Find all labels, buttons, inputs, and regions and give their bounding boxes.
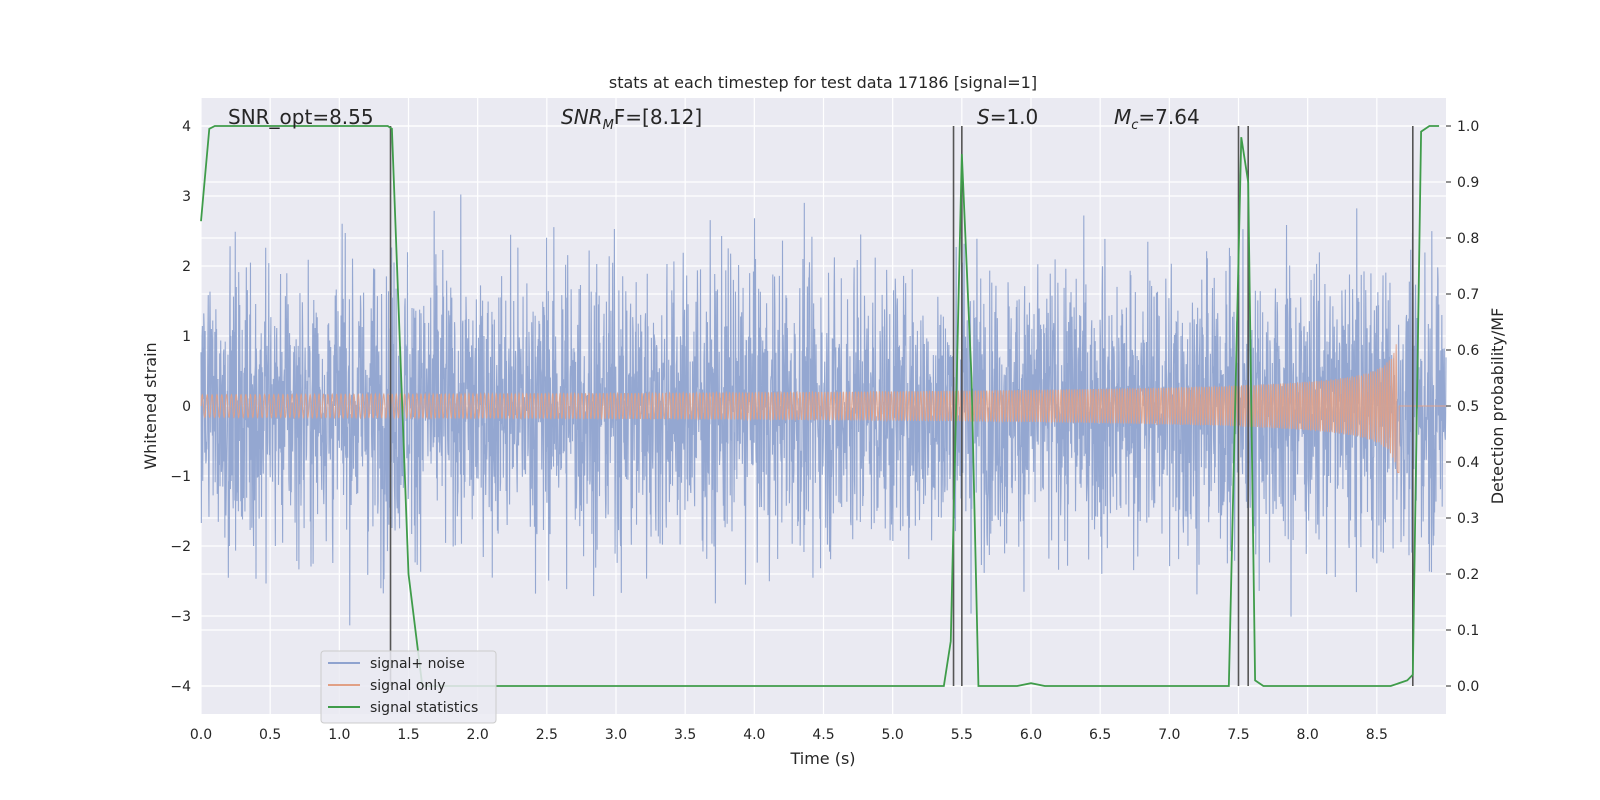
- x-tick-label: 2.5: [536, 727, 558, 743]
- annotation-snr-mf-sub: M: [603, 118, 614, 133]
- right-y-tick-label: 0.8: [1457, 231, 1479, 247]
- x-tick-label: 3.5: [674, 727, 696, 743]
- right-y-tick-label: 1.0: [1457, 119, 1479, 135]
- right-y-axis-label: Detection probability/MF: [1488, 308, 1507, 505]
- legend: signal+ noise signal only signal statist…: [320, 650, 497, 724]
- right-y-tick-labels: 0.0 0.1 0.2 0.3 0.4 0.5 0.6 0.7 0.8 0.9 1.0: [1446, 119, 1479, 695]
- legend-label-signal-only: signal only: [370, 678, 445, 694]
- legend-label-signal-noise: signal+ noise: [370, 656, 465, 672]
- y-tick-label: 2: [182, 259, 191, 275]
- right-y-tick-label: 0.5: [1457, 399, 1479, 415]
- annotation-snr-mf-rest: F=[8.12]: [614, 105, 702, 129]
- x-tick-label: 7.0: [1158, 727, 1180, 743]
- x-tick-label: 8.5: [1366, 727, 1388, 743]
- y-tick-label: −3: [170, 609, 191, 625]
- x-tick-label: 4.0: [743, 727, 765, 743]
- annotation-snr-opt: SNR_opt=8.55: [228, 105, 374, 129]
- annotation-mc-sub: c: [1131, 118, 1138, 133]
- x-tick-label: 6.0: [1020, 727, 1042, 743]
- annotation-mc-rest: =7.64: [1138, 105, 1199, 129]
- y-axis-label: Whitened strain: [141, 342, 160, 469]
- y-tick-label: 1: [182, 329, 191, 345]
- x-tick-labels: 0.0 0.5 1.0 1.5 2.0 2.5 3.0 3.5 4.0 4.5 5.0 5.5 6.0 6…: [190, 727, 1388, 743]
- annotation-s-var: S: [977, 105, 990, 129]
- x-tick-label: 0.0: [190, 727, 212, 743]
- y-tick-label: 3: [182, 189, 191, 205]
- y-tick-label: 0: [182, 399, 191, 415]
- right-y-tick-label: 0.0: [1457, 679, 1479, 695]
- annotation-s-rest: =1.0: [990, 105, 1039, 129]
- x-tick-label: 8.0: [1297, 727, 1319, 743]
- x-tick-label: 4.5: [812, 727, 834, 743]
- x-tick-label: 2.0: [467, 727, 489, 743]
- legend-box: [320, 650, 497, 724]
- x-tick-label: 1.0: [328, 727, 350, 743]
- chart-title: stats at each timestep for test data 171…: [609, 73, 1037, 92]
- y-tick-label: −1: [170, 469, 191, 485]
- x-axis-label: Time (s): [789, 749, 855, 768]
- x-tick-label: 5.0: [882, 727, 904, 743]
- annotation-snr-mf-base: SNR: [561, 105, 603, 129]
- x-tick-label: 1.5: [397, 727, 419, 743]
- annotation-mc: Mc=7.64: [1114, 105, 1200, 133]
- annotation-mc-var: M: [1114, 105, 1131, 129]
- x-tick-label: 0.5: [259, 727, 281, 743]
- y-tick-label: −4: [170, 679, 191, 695]
- x-tick-label: 3.0: [605, 727, 627, 743]
- threshold-lines: [389, 126, 1414, 686]
- x-tick-label: 7.5: [1227, 727, 1249, 743]
- signal-statistics-series: [200, 125, 1440, 687]
- series-signal-statistics-line: [200, 125, 1440, 687]
- right-y-tick-label: 0.9: [1457, 175, 1479, 191]
- y-tick-label: −2: [170, 539, 191, 555]
- y-tick-label: 4: [182, 119, 191, 135]
- x-tick-label: 5.5: [951, 727, 973, 743]
- right-y-tick-label: 0.4: [1457, 455, 1479, 471]
- right-y-tick-label: 0.1: [1457, 623, 1479, 639]
- annotation-s: S=1.0: [977, 105, 1038, 129]
- right-y-tick-label: 0.6: [1457, 343, 1479, 359]
- y-tick-labels: −4 −3 −2 −1 0 1 2 3 4: [170, 119, 191, 695]
- right-y-tick-label: 0.3: [1457, 511, 1479, 527]
- right-y-tick-label: 0.2: [1457, 567, 1479, 583]
- x-tick-label: 6.5: [1089, 727, 1111, 743]
- legend-label-signal-statistics: signal statistics: [370, 700, 478, 716]
- annotation-snr-mf: SNRMF=[8.12]: [561, 105, 702, 133]
- right-y-tick-label: 0.7: [1457, 287, 1479, 303]
